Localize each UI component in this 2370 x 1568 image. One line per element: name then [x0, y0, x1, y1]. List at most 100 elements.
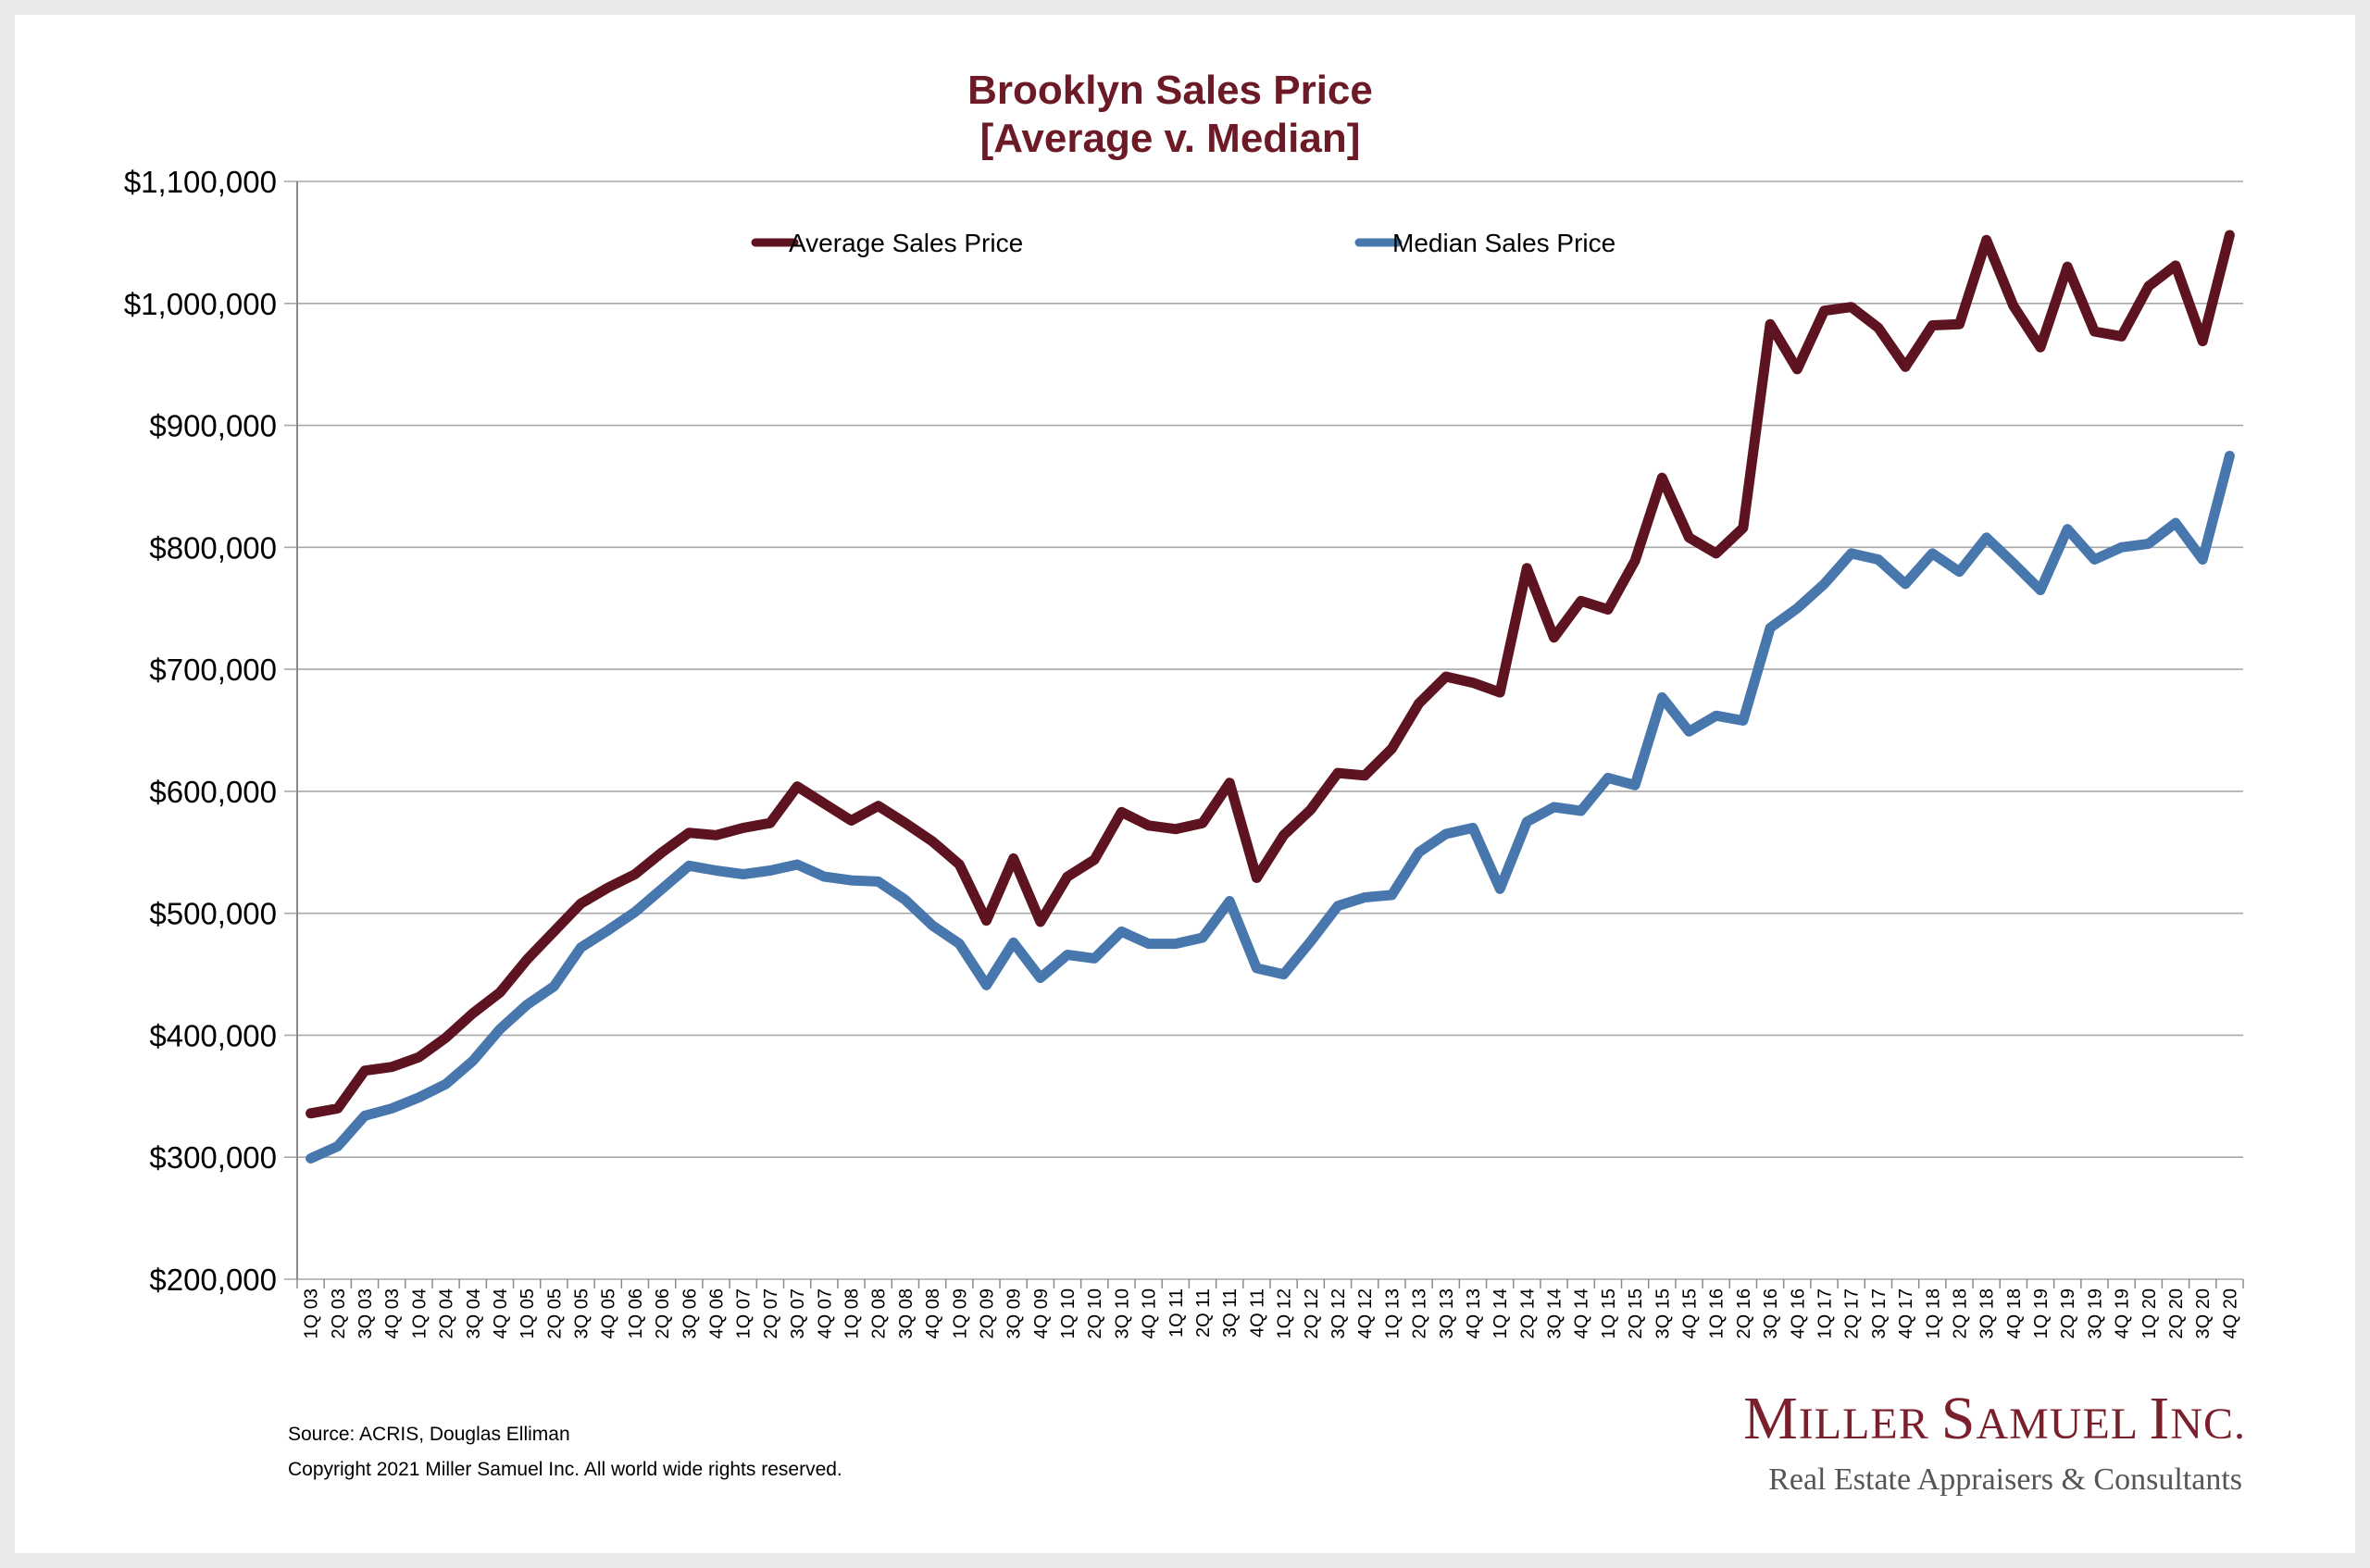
series-line-median	[311, 456, 2230, 1159]
grid-layer	[284, 181, 2243, 1279]
x-tick-label: 1Q 19	[2031, 1288, 2052, 1338]
legend: Average Sales Price Median Sales Price	[755, 229, 1615, 257]
x-tick-label: 3Q 07	[788, 1288, 808, 1338]
x-tick-label: 2Q 10	[1085, 1288, 1105, 1338]
x-tick-label: 4Q 07	[815, 1288, 835, 1338]
x-tick-label: 4Q 20	[2220, 1288, 2240, 1338]
x-tick-label: 4Q 11	[1247, 1288, 1267, 1338]
x-tick-label: 2Q 20	[2166, 1288, 2187, 1338]
x-tick-label: 4Q 05	[599, 1288, 619, 1338]
x-axis: 1Q 03 2Q 03 3Q 03 4Q 03 1Q 04 2Q 04 3Q 04 4Q 04…	[297, 1279, 2243, 1338]
x-tick-label: 1Q 10	[1058, 1288, 1079, 1338]
x-tick-label: 3Q 04	[464, 1288, 484, 1338]
x-tick-label: 2Q 19	[2058, 1288, 2078, 1338]
x-tick-label: 1Q 13	[1382, 1288, 1403, 1338]
x-tick-label: 1Q 11	[1166, 1288, 1187, 1338]
y-tick-label: $200,000	[149, 1263, 277, 1297]
x-tick-label: 3Q 03	[356, 1288, 376, 1338]
x-tick-label: 4Q 18	[2004, 1288, 2025, 1338]
x-tick-label: 4Q 10	[1140, 1288, 1160, 1338]
x-tick-label: 3Q 11	[1220, 1288, 1241, 1338]
x-tick-label: 3Q 18	[1977, 1288, 1998, 1338]
x-tick-label: 4Q 15	[1680, 1288, 1701, 1338]
x-tick-label: 1Q 05	[518, 1288, 538, 1338]
x-tick-label: 4Q 19	[2113, 1288, 2133, 1338]
legend-label-median: Median Sales Price	[1392, 229, 1615, 257]
x-tick-label: 1Q 14	[1491, 1288, 1511, 1338]
x-tick-label: 1Q 04	[409, 1288, 430, 1338]
x-tick-label: 2Q 14	[1517, 1288, 1538, 1338]
x-tick-label: 4Q 03	[382, 1288, 403, 1338]
x-tick-label: 3Q 16	[1761, 1288, 1781, 1338]
x-tick-label: 3Q 17	[1869, 1288, 1890, 1338]
x-tick-label: 2Q 07	[761, 1288, 781, 1338]
y-tick-label: $1,100,000	[124, 165, 277, 199]
x-tick-label: 2Q 06	[653, 1288, 673, 1338]
y-tick-label: $800,000	[149, 530, 277, 565]
series-layer	[311, 235, 2230, 1159]
x-tick-label: 1Q 03	[302, 1288, 322, 1338]
x-tick-label: 1Q 09	[950, 1288, 970, 1338]
x-tick-label: 4Q 08	[923, 1288, 943, 1338]
x-tick-label: 4Q 16	[1788, 1288, 1808, 1338]
x-tick-label: 1Q 08	[842, 1288, 862, 1338]
x-tick-label: 4Q 06	[707, 1288, 728, 1338]
x-tick-label: 2Q 03	[329, 1288, 349, 1338]
x-tick-label: 4Q 04	[491, 1288, 511, 1338]
x-tick-label: 3Q 10	[1112, 1288, 1132, 1338]
x-tick-label: 1Q 16	[1707, 1288, 1728, 1338]
x-tick-label: 3Q 09	[1004, 1288, 1025, 1338]
x-tick-label: 3Q 12	[1328, 1288, 1349, 1338]
x-tick-label: 3Q 05	[572, 1288, 592, 1338]
x-tick-label: 3Q 14	[1545, 1288, 1565, 1338]
y-tick-label: $300,000	[149, 1140, 277, 1175]
x-tick-label: 1Q 15	[1599, 1288, 1619, 1338]
x-tick-label: 2Q 11	[1193, 1288, 1214, 1338]
x-tick-label: 1Q 18	[1923, 1288, 1943, 1338]
chart-subtitle: [Average v. Median]	[980, 116, 1361, 161]
y-tick-label: $1,000,000	[124, 287, 277, 321]
x-tick-label: 1Q 06	[626, 1288, 646, 1338]
x-tick-label: 2Q 18	[1950, 1288, 1970, 1338]
x-tick-label: 1Q 17	[1815, 1288, 1835, 1338]
chart-title: Brooklyn Sales Price	[967, 68, 1373, 113]
x-tick-label: 2Q 15	[1626, 1288, 1646, 1338]
x-tick-label: 3Q 06	[680, 1288, 700, 1338]
x-tick-label: 4Q 12	[1355, 1288, 1376, 1338]
x-tick-label: 3Q 20	[2193, 1288, 2214, 1338]
x-tick-label: 1Q 12	[1275, 1288, 1295, 1338]
brand-logo: MILLER SAMUEL INC. Real Estate Appraiser…	[1743, 1385, 2246, 1497]
x-tick-label: 3Q 19	[2085, 1288, 2105, 1338]
x-tick-label: 2Q 04	[437, 1288, 457, 1338]
x-tick-label: 2Q 17	[1842, 1288, 1863, 1338]
x-tick-label: 4Q 14	[1572, 1288, 1592, 1338]
y-axis: $200,000 $300,000 $400,000 $500,000 $600,000…	[124, 165, 297, 1297]
series-line-average	[311, 235, 2230, 1114]
x-tick-label: 3Q 15	[1653, 1288, 1673, 1338]
source-note: Source: ACRIS, Douglas Elliman	[288, 1424, 570, 1445]
brand-name: MILLER SAMUEL INC.	[1743, 1385, 2246, 1452]
chart-card: Brooklyn Sales Price [Average v. Median]…	[15, 15, 2355, 1553]
y-tick-label: $900,000	[149, 409, 277, 443]
x-tick-label: 3Q 13	[1437, 1288, 1457, 1338]
brand-tagline: Real Estate Appraisers & Consultants	[1768, 1462, 2242, 1497]
x-tick-label: 2Q 09	[977, 1288, 997, 1338]
x-tick-label: 2Q 12	[1302, 1288, 1322, 1338]
x-tick-label: 4Q 17	[1896, 1288, 1916, 1338]
x-tick-label: 4Q 09	[1031, 1288, 1052, 1338]
x-tick-label: 2Q 13	[1410, 1288, 1430, 1338]
y-tick-label: $500,000	[149, 897, 277, 931]
chart-svg: Brooklyn Sales Price [Average v. Median]…	[15, 15, 2355, 1553]
x-tick-label: 2Q 16	[1734, 1288, 1754, 1338]
x-tick-label: 1Q 07	[734, 1288, 755, 1338]
legend-label-average: Average Sales Price	[789, 229, 1023, 257]
y-tick-label: $700,000	[149, 653, 277, 687]
x-tick-label: 1Q 20	[2139, 1288, 2160, 1338]
x-tick-label: 3Q 08	[896, 1288, 917, 1338]
x-tick-label: 2Q 05	[544, 1288, 565, 1338]
y-tick-label: $400,000	[149, 1018, 277, 1052]
x-tick-label: 4Q 13	[1464, 1288, 1484, 1338]
copyright-note: Copyright 2021 Miller Samuel Inc. All wo…	[288, 1459, 842, 1480]
y-tick-label: $600,000	[149, 775, 277, 809]
x-tick-label: 2Q 08	[869, 1288, 890, 1338]
